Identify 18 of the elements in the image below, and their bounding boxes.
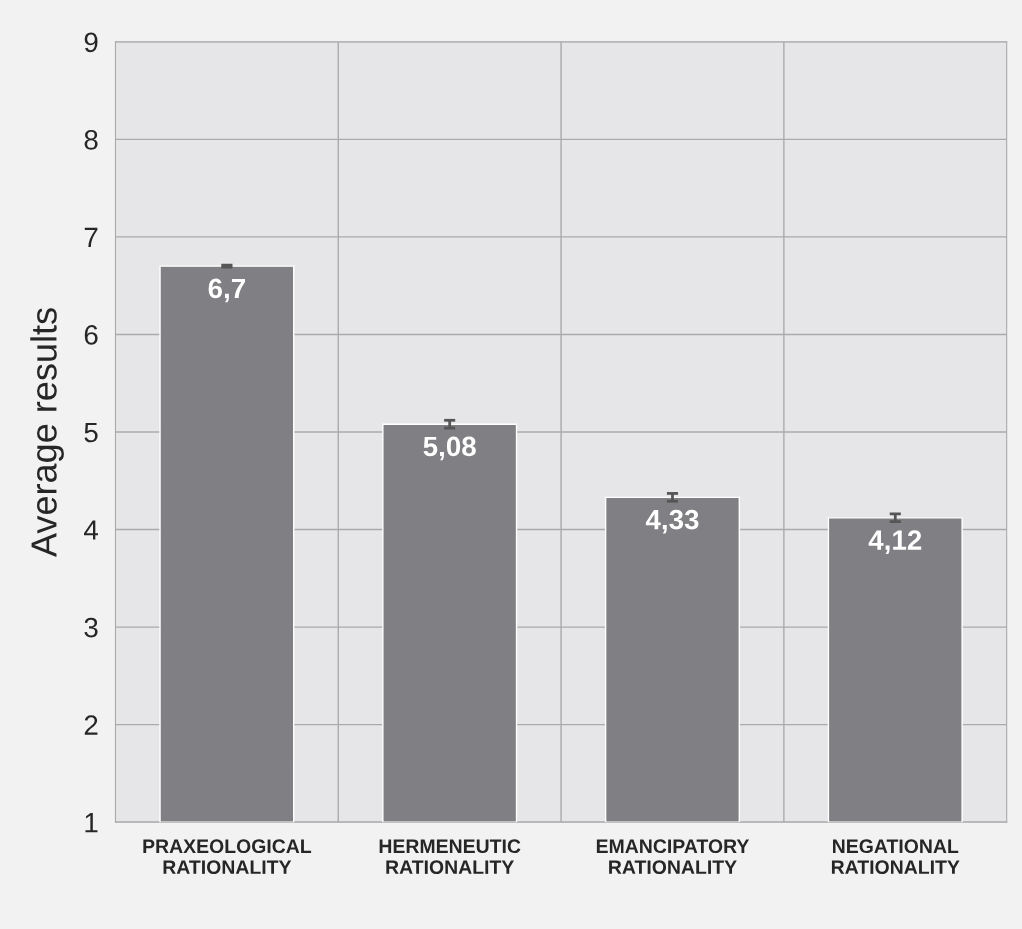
y-tick-label: 5: [84, 422, 98, 443]
x-tick-label: NEGATIONAL RATIONALITY: [831, 839, 960, 875]
y-tick-label: 6: [84, 325, 98, 345]
y-tick-label: 8: [84, 130, 98, 150]
x-tick-label: EMANCIPATORY RATIONALITY: [596, 839, 750, 875]
x-tick-label: PRAXEOLOGICAL RATIONALITY: [143, 839, 312, 875]
data-label: 4,12: [868, 530, 922, 554]
y-tick-label: 9: [84, 32, 98, 53]
data-label: 6,7: [208, 278, 245, 303]
data-label: 4,33: [645, 509, 699, 534]
y-tick-label: 2: [84, 715, 98, 735]
y-axis-title: Average results: [30, 308, 64, 558]
y-tick-label: 3: [84, 617, 98, 638]
y-tick-label: 1: [85, 813, 98, 833]
data-label: 5,08: [423, 436, 476, 461]
y-tick-label: 7: [84, 227, 98, 247]
y-tick-label: 4: [84, 520, 99, 540]
x-tick-label: HERMENEUTIC RATIONALITY: [379, 839, 521, 875]
